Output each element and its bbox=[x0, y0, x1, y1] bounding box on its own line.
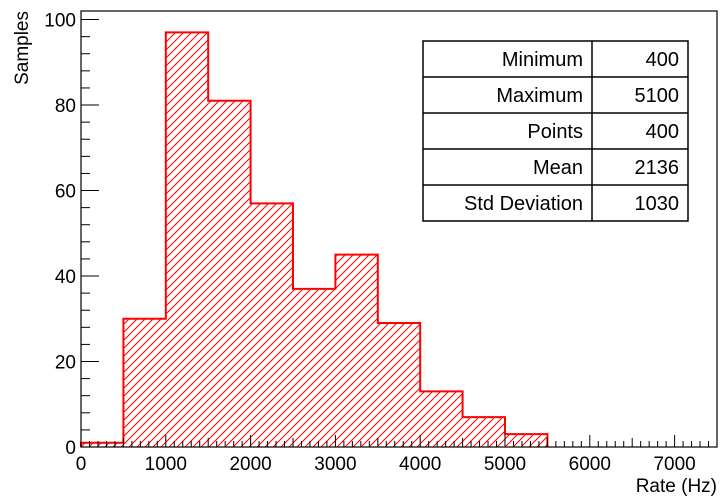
y-tick-label: 100 bbox=[44, 11, 76, 32]
x-tick-label: 6000 bbox=[569, 454, 611, 475]
histogram-bar bbox=[165, 32, 209, 447]
stats-value: 2136 bbox=[635, 157, 680, 179]
y-tick-label: 80 bbox=[55, 96, 76, 117]
y-tick-label: 20 bbox=[55, 353, 76, 374]
plot-frame bbox=[80, 10, 718, 448]
stats-label: Std Deviation bbox=[464, 193, 583, 215]
histogram-bar bbox=[335, 254, 378, 447]
stats-label: Mean bbox=[533, 157, 583, 179]
histogram-bar bbox=[293, 288, 336, 447]
stats-value: 400 bbox=[646, 121, 679, 143]
x-tick-label: 3000 bbox=[314, 454, 356, 475]
x-tick-label: 1000 bbox=[145, 454, 187, 475]
histogram-bar bbox=[250, 203, 293, 447]
stats-box: Minimum 400 Maximum 5100 Points 400 Mean 2136 St… bbox=[422, 40, 689, 222]
x-axis-ticks: 0 1000 2000 3000 4000 5000 6000 7000 bbox=[76, 435, 718, 475]
stats-value: 5100 bbox=[635, 85, 680, 107]
stats-box-frame bbox=[422, 40, 689, 222]
x-tick-label: 0 bbox=[76, 454, 87, 475]
x-tick-label: 4000 bbox=[399, 454, 441, 475]
histogram-outline bbox=[80, 31, 549, 447]
histogram-bar bbox=[123, 318, 166, 447]
y-axis-label: Samples bbox=[12, 11, 33, 85]
stats-label: Maximum bbox=[496, 85, 583, 107]
histogram-bars bbox=[81, 32, 548, 447]
y-axis-ticks: 0 20 40 60 80 100 bbox=[44, 11, 99, 459]
x-tick-label: 7000 bbox=[653, 454, 695, 475]
histogram-bar bbox=[462, 417, 505, 447]
x-axis-label: Rate (Hz) bbox=[636, 476, 717, 497]
stats-value: 1030 bbox=[635, 193, 680, 215]
histogram-bar bbox=[81, 442, 124, 447]
histogram-bar bbox=[208, 100, 251, 447]
y-tick-label: 60 bbox=[55, 182, 76, 203]
stats-label: Points bbox=[527, 121, 583, 143]
x-tick-label: 5000 bbox=[484, 454, 526, 475]
histogram-bar bbox=[505, 434, 548, 447]
y-tick-label: 40 bbox=[55, 267, 76, 288]
stats-label: Minimum bbox=[502, 49, 583, 71]
histogram-bar bbox=[377, 323, 421, 447]
histogram-bar bbox=[420, 391, 463, 447]
x-tick-label: 2000 bbox=[229, 454, 271, 475]
stats-value: 400 bbox=[646, 49, 679, 71]
y-tick-label: 0 bbox=[65, 438, 76, 459]
